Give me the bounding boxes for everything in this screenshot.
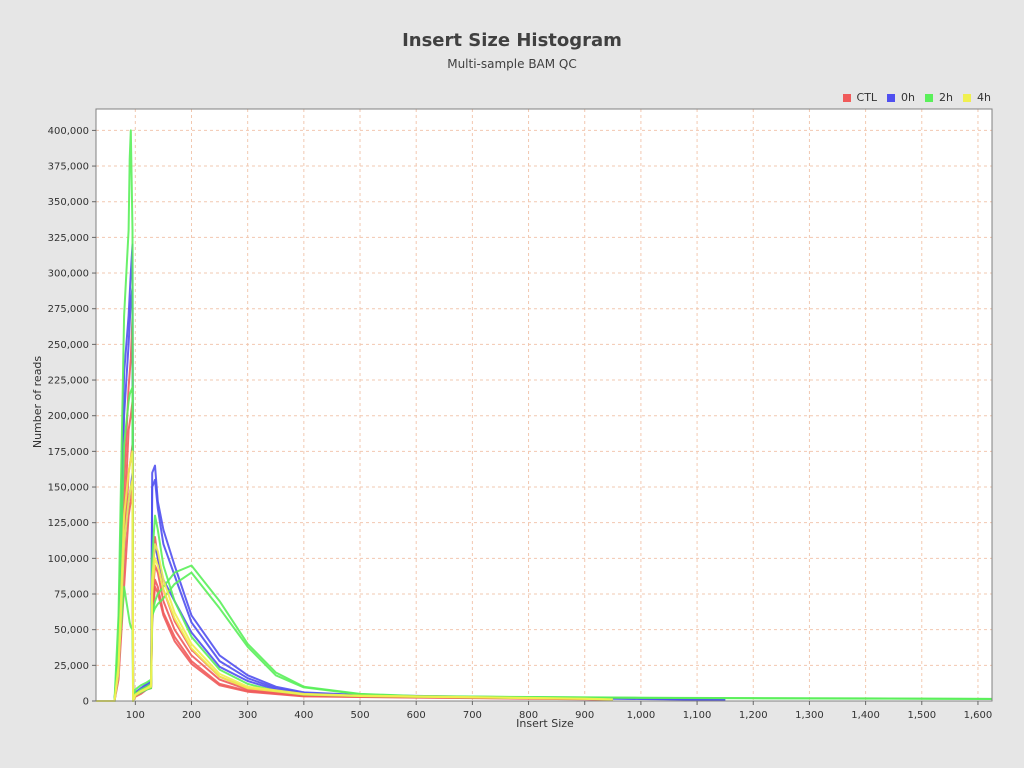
legend-item-4h: 4h xyxy=(963,91,991,104)
x-tick-label: 1,200 xyxy=(739,710,768,721)
y-tick-label: 325,000 xyxy=(48,233,89,244)
x-axis: 100 200 300 400 500 600 700 800 900 1,000 1,100 1,2… xyxy=(126,701,993,721)
legend-swatch-0h xyxy=(887,93,896,102)
y-tick-label: 0 xyxy=(83,697,89,708)
y-tick-label: 250,000 xyxy=(48,340,89,351)
legend-item-ctl: CTL xyxy=(842,91,878,104)
legend-item-2h: 2h xyxy=(925,91,953,104)
y-tick-label: 150,000 xyxy=(48,483,89,494)
y-tick-label: 225,000 xyxy=(48,376,89,387)
x-tick-label: 1,600 xyxy=(964,710,993,721)
x-tick-label: 100 xyxy=(126,710,145,721)
grid xyxy=(96,109,992,702)
y-tick-label: 375,000 xyxy=(48,162,89,173)
y-tick-label: 275,000 xyxy=(48,304,89,315)
legend-swatch-4h xyxy=(963,93,972,102)
y-tick-label: 100,000 xyxy=(48,554,89,565)
x-axis-label: Insert Size xyxy=(516,717,574,730)
x-tick-label: 400 xyxy=(294,710,313,721)
x-tick-label: 900 xyxy=(575,710,594,721)
legend-label-ctl: CTL xyxy=(856,91,878,104)
y-tick-label: 25,000 xyxy=(54,661,89,672)
x-tick-label: 700 xyxy=(463,710,482,721)
y-tick-label: 175,000 xyxy=(48,447,89,458)
legend: CTL 0h 2h 4h xyxy=(842,91,991,104)
series-group xyxy=(96,129,993,702)
x-tick-label: 1,300 xyxy=(795,710,824,721)
y-tick-label: 50,000 xyxy=(54,625,89,636)
y-tick-label: 350,000 xyxy=(48,197,89,208)
legend-swatch-2h xyxy=(925,93,934,102)
y-tick-label: 400,000 xyxy=(48,126,89,137)
legend-swatch-ctl xyxy=(842,93,851,102)
y-tick-label: 75,000 xyxy=(54,590,89,601)
chart-title: Insert Size Histogram xyxy=(402,30,622,51)
y-tick-label: 200,000 xyxy=(48,411,89,422)
x-tick-label: 1,000 xyxy=(627,710,656,721)
chart-subtitle: Multi-sample BAM QC xyxy=(447,57,577,71)
x-tick-label: 500 xyxy=(350,710,369,721)
series-line-4h-11 xyxy=(96,478,613,702)
x-tick-label: 300 xyxy=(238,710,257,721)
legend-item-0h: 0h xyxy=(887,91,915,104)
x-tick-label: 1,100 xyxy=(683,710,712,721)
y-tick-label: 300,000 xyxy=(48,269,89,280)
x-tick-label: 800 xyxy=(519,710,538,721)
y-axis: 0 25,000 50,000 75,000 100,000 125,000 150,000… xyxy=(48,126,96,708)
legend-label-4h: 4h xyxy=(977,91,991,104)
y-tick-label: 125,000 xyxy=(48,518,89,529)
legend-label-0h: 0h xyxy=(901,91,916,104)
x-tick-label: 200 xyxy=(182,710,201,721)
plot-area xyxy=(96,109,992,701)
x-tick-label: 1,400 xyxy=(851,710,880,721)
plot-frame xyxy=(95,108,993,702)
x-tick-label: 1,500 xyxy=(907,710,936,721)
y-axis-label: Number of reads xyxy=(31,356,44,449)
legend-label-2h: 2h xyxy=(939,91,954,104)
x-tick-label: 600 xyxy=(407,710,426,721)
